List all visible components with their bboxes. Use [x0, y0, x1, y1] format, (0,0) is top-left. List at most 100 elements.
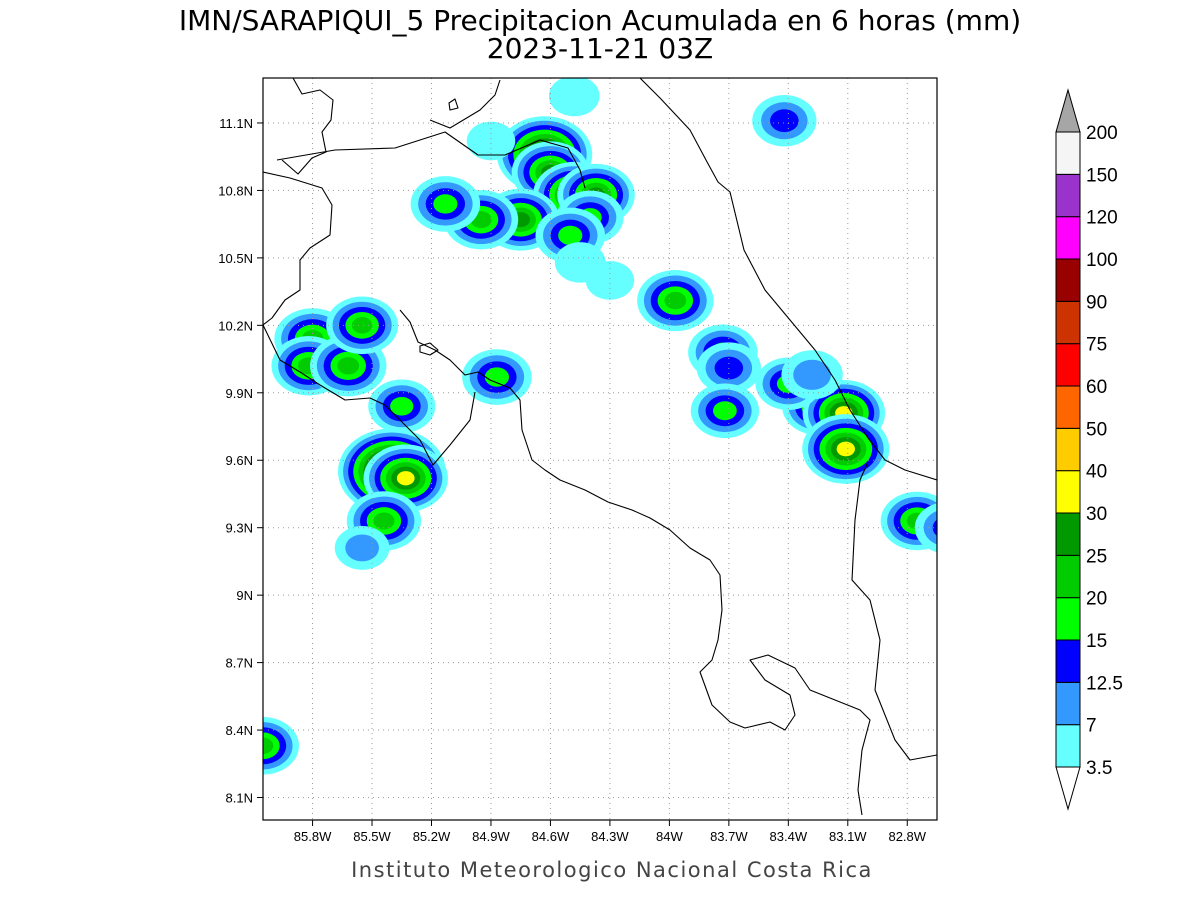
precip-contour-band: [932, 519, 937, 536]
lon-tick-label: 83.4W: [770, 829, 808, 844]
lat-tick-label: 8.1N: [226, 791, 253, 806]
colorbar-label: 60: [1086, 377, 1107, 398]
precip-contour-band: [770, 109, 799, 133]
precip-contour-band: [923, 510, 937, 545]
panama-border: [851, 461, 937, 761]
lon-tick-label: 84W: [656, 829, 683, 844]
lon-tick-label: 85.8W: [294, 829, 332, 844]
precip-cell: [466, 121, 516, 161]
colorbar-band: [1055, 385, 1081, 429]
colorbar-band: [1055, 131, 1081, 175]
precip-contour-band: [836, 441, 855, 457]
precip-contour-band: [664, 291, 687, 310]
precip-contour-band: [390, 396, 414, 416]
precip-cell: [326, 296, 399, 355]
precip-cell: [334, 526, 390, 570]
nicoya-peninsula: [263, 324, 476, 466]
gulf-of-nicoya: [399, 309, 871, 816]
colorbar-label: 75: [1086, 335, 1107, 356]
colorbar-label: 150: [1086, 165, 1118, 186]
precip-cell: [781, 350, 843, 400]
latitude-axis: 11.1N 10.8N 10.5N 10.2N 9.9N 9.6N 9.3N 9N 8.7N 8.…: [218, 116, 263, 806]
lat-tick-label: 9N: [236, 588, 253, 603]
lon-tick-label: 83.7W: [710, 829, 748, 844]
colorbar-band: [1055, 470, 1081, 514]
precipitation-field: [263, 78, 937, 775]
precip-contour-band: [337, 357, 360, 375]
chart-title: IMN/SARAPIQUI_5 Precipitacion Acumulada …: [179, 4, 1021, 37]
lon-tick-label: 84.9W: [472, 829, 510, 844]
lake-nicaragua-south: [429, 79, 501, 129]
nicaragua-border: [276, 131, 586, 189]
colorbar-band: [1055, 554, 1081, 599]
lat-tick-label: 9.3N: [226, 521, 253, 536]
precip-cell: [410, 176, 481, 232]
precip-contour-band: [345, 534, 379, 562]
lat-tick-label: 10.5N: [218, 251, 253, 266]
nicaragua-lake-shore: [281, 78, 334, 175]
colorbar-label: 25: [1086, 546, 1107, 567]
precip-cell: [802, 414, 890, 484]
lon-tick-label: 85.2W: [413, 829, 451, 844]
colorbar-band: [1055, 216, 1081, 260]
plot-area: [262, 77, 938, 821]
colorbar-label: 7: [1086, 716, 1097, 737]
precip-cell: [637, 270, 714, 332]
precip-cell: [263, 717, 299, 775]
precip-contour-band: [558, 225, 583, 246]
colorbar-label: 50: [1086, 419, 1107, 440]
precip-cell: [368, 379, 436, 434]
precip-contour-band: [548, 78, 600, 117]
colorbar-low-arrow: [1055, 766, 1081, 811]
colorbar-band: [1055, 597, 1081, 641]
lon-tick-label: 84.6W: [532, 829, 570, 844]
precip-cell: [914, 503, 937, 553]
precip-cell: [585, 260, 635, 300]
colorbar-label: 120: [1086, 208, 1118, 229]
colorbar-label: 15: [1086, 631, 1107, 652]
precip-contour-band: [713, 401, 737, 421]
longitude-axis: 85.8W 85.5W 85.2W 84.9W 84.6W 84.3W 84W 83.7W 83…: [294, 820, 927, 844]
nicoya-coast: [263, 171, 333, 326]
colorbar-high-arrow: [1055, 88, 1081, 133]
lon-tick-label: 83.1W: [829, 829, 867, 844]
precip-cell: [462, 349, 532, 405]
colorbar-band: [1055, 427, 1081, 472]
lon-tick-label: 84.3W: [591, 829, 629, 844]
colorbar-label: 90: [1086, 292, 1107, 313]
precip-contour-band: [484, 367, 510, 387]
gulf-islands: [419, 342, 439, 356]
colorbar-label: 40: [1086, 462, 1107, 483]
lon-tick-label: 85.5W: [353, 829, 391, 844]
colorbar-band: [1055, 300, 1081, 345]
colorbar-label: 100: [1086, 250, 1118, 271]
footer-credit: Instituto Meteorologico Nacional Costa R…: [351, 858, 873, 882]
lat-tick-label: 11.1N: [219, 116, 253, 131]
small-island: [448, 98, 459, 111]
precip-contour-band: [585, 260, 635, 300]
colorbar-label: 200: [1086, 123, 1118, 144]
grid-lines: [263, 78, 937, 820]
precip-contour-band: [433, 194, 458, 214]
lon-tick-label: 82.8W: [888, 829, 926, 844]
precip-cell: [752, 95, 817, 147]
lat-tick-label: 9.9N: [226, 386, 253, 401]
lat-tick-label: 10.8N: [218, 183, 253, 198]
lat-tick-label: 10.2N: [218, 318, 253, 333]
colorbar-band: [1055, 512, 1081, 556]
colorbar-band: [1055, 724, 1081, 768]
coastline-and-borders: [263, 78, 937, 816]
colorbar-label: 20: [1086, 589, 1107, 610]
precip-cell: [690, 383, 760, 439]
colorbar-band: [1055, 343, 1081, 387]
plot-frame: [262, 77, 938, 821]
precip-contour-band: [263, 737, 274, 755]
colorbar-band: [1055, 258, 1081, 302]
colorbar-label: 12.5: [1086, 673, 1123, 694]
lat-tick-label: 8.7N: [226, 656, 253, 671]
colorbar-band: [1055, 681, 1081, 726]
precip-contour-band: [396, 471, 415, 486]
colorbar-label: 3.5: [1086, 758, 1112, 779]
colorbar-label: 30: [1086, 504, 1107, 525]
